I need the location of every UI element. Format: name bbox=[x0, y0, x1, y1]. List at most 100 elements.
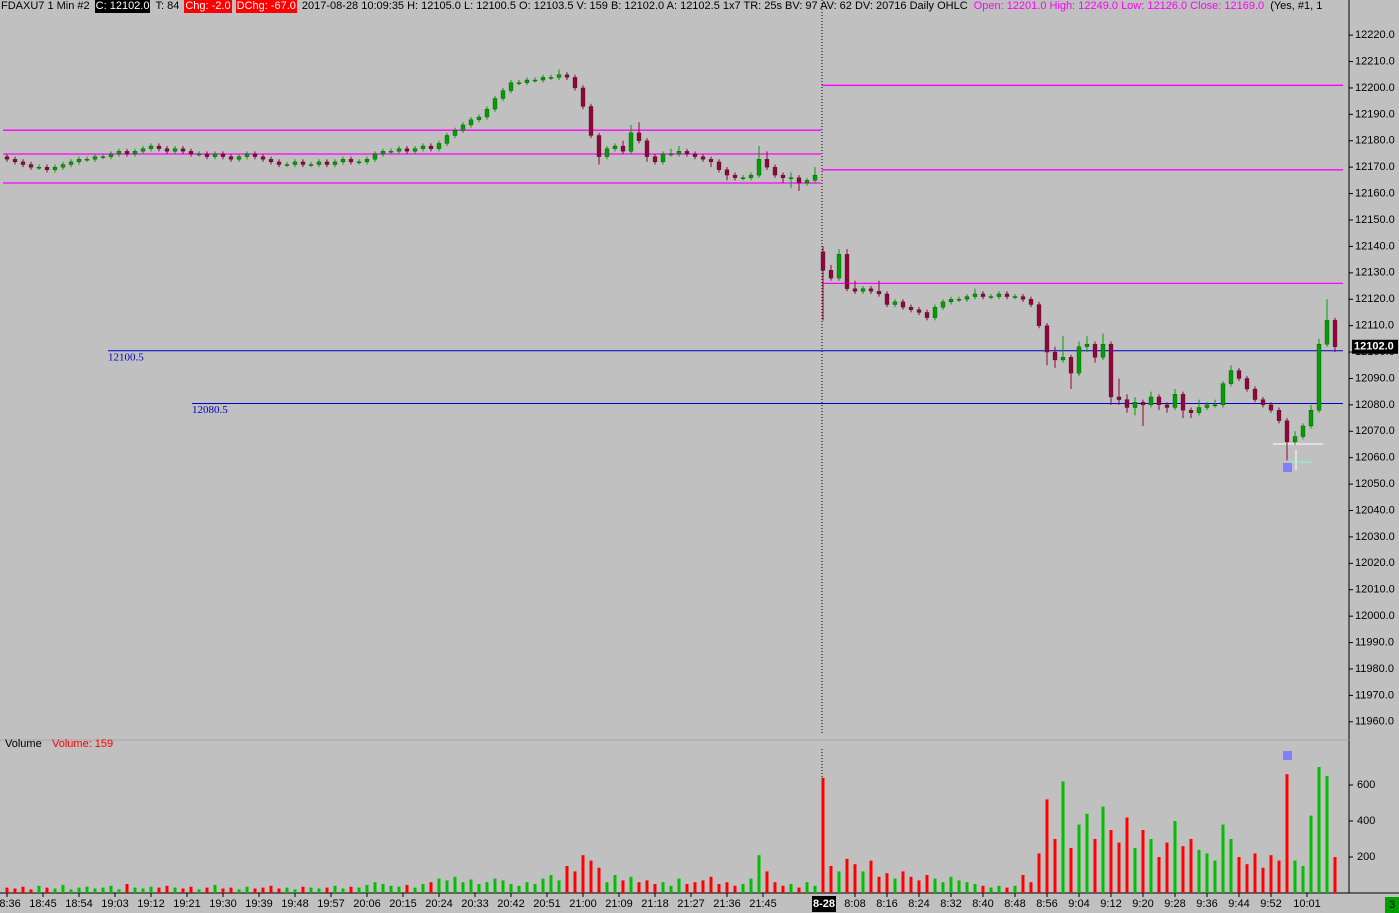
volume-bar bbox=[597, 867, 601, 893]
candle-body bbox=[1196, 407, 1202, 413]
volume-bar bbox=[309, 887, 313, 893]
volume-bar bbox=[317, 888, 321, 893]
volume-bar bbox=[1269, 855, 1273, 893]
candle-body bbox=[556, 74, 562, 78]
x-tick-label: 8:08 bbox=[844, 898, 865, 910]
volume-bar bbox=[109, 885, 113, 893]
volume-bar bbox=[133, 887, 137, 893]
header-item: DChg: -67.0 bbox=[235, 0, 297, 13]
volume-bar bbox=[125, 884, 129, 893]
volume-bar bbox=[1133, 848, 1137, 893]
candle-body bbox=[580, 87, 586, 107]
candle-body bbox=[1012, 296, 1018, 298]
volume-bar bbox=[845, 858, 849, 893]
volume-bar bbox=[965, 882, 969, 893]
candle-body bbox=[756, 159, 762, 176]
candle-body bbox=[1228, 370, 1234, 384]
volume-bar bbox=[373, 882, 377, 893]
volume-bar bbox=[701, 880, 705, 893]
volume-bar bbox=[581, 855, 585, 893]
candle-body bbox=[1252, 388, 1258, 400]
candle-body bbox=[292, 161, 298, 165]
volume-bar bbox=[1101, 806, 1105, 893]
volume-bar bbox=[1125, 817, 1129, 893]
volume-bar bbox=[997, 885, 1001, 893]
volume-bar bbox=[1181, 846, 1185, 893]
candle-body bbox=[540, 77, 546, 81]
candle-body bbox=[612, 145, 618, 149]
candle-body bbox=[884, 293, 890, 305]
y-tick-label: 12180.0 bbox=[1355, 135, 1395, 147]
volume-bar bbox=[493, 878, 497, 893]
volume-bar bbox=[901, 871, 905, 893]
volume-bar bbox=[1045, 799, 1049, 893]
header-item: Chg: -2.0 bbox=[184, 0, 232, 13]
corner-label: 3 bbox=[1389, 899, 1395, 911]
volume-bar bbox=[197, 889, 201, 893]
volume-bar bbox=[941, 882, 945, 893]
volume-bar bbox=[165, 885, 169, 893]
candle-body bbox=[532, 79, 538, 82]
y-tick-label: 12130.0 bbox=[1355, 267, 1395, 279]
candle-body bbox=[604, 148, 610, 157]
candle-body bbox=[700, 156, 706, 160]
volume-bar bbox=[349, 886, 353, 893]
y-tick-label: 12140.0 bbox=[1355, 240, 1395, 252]
last-price-box bbox=[1352, 339, 1398, 354]
volume-bar bbox=[357, 887, 361, 893]
volume-bar bbox=[69, 889, 73, 893]
candle-body bbox=[924, 312, 930, 318]
volume-bar bbox=[397, 886, 401, 893]
candle-body bbox=[436, 143, 442, 149]
volume-bar bbox=[21, 886, 25, 893]
volume-bar bbox=[269, 885, 273, 893]
volume-bar bbox=[565, 866, 569, 893]
candle-body bbox=[444, 135, 450, 144]
candle-body bbox=[492, 98, 498, 110]
cursor-marker bbox=[1283, 751, 1292, 760]
volume-bar bbox=[589, 860, 593, 893]
candle-body bbox=[1108, 343, 1114, 398]
candle-body bbox=[316, 161, 322, 165]
x-tick-label: 20:15 bbox=[389, 898, 417, 910]
volume-bar bbox=[461, 882, 465, 893]
candle-body bbox=[188, 151, 194, 155]
volume-bar bbox=[1029, 882, 1033, 893]
y-tick-label: 12220.0 bbox=[1355, 29, 1395, 41]
candle-body bbox=[508, 82, 514, 91]
candle-body bbox=[236, 156, 242, 160]
candle-body bbox=[892, 301, 898, 305]
volume-bar bbox=[253, 888, 257, 893]
volume-bar bbox=[917, 880, 921, 893]
y-tick-label: 12060.0 bbox=[1355, 452, 1395, 464]
candle-body bbox=[596, 135, 602, 157]
candle-body bbox=[1268, 404, 1274, 411]
volume-bar bbox=[189, 886, 193, 893]
volume-bar bbox=[1309, 815, 1313, 893]
candle-body bbox=[780, 174, 786, 178]
candle-body bbox=[324, 161, 330, 165]
candle-body bbox=[1284, 420, 1290, 442]
header-item: (Yes, #1, 1 bbox=[1270, 0, 1323, 12]
volume-bar bbox=[885, 873, 889, 893]
volume-bar bbox=[973, 884, 977, 893]
x-tick-label: 19:39 bbox=[245, 898, 273, 910]
volume-bar bbox=[45, 887, 49, 893]
y-tick-label: 12210.0 bbox=[1355, 55, 1395, 67]
volume-bar bbox=[477, 884, 481, 893]
candle-body bbox=[636, 132, 642, 141]
y-tick-label: 12000.0 bbox=[1355, 610, 1395, 622]
volume-bar bbox=[173, 887, 177, 893]
volume-bar bbox=[1157, 857, 1161, 893]
candle-body bbox=[1044, 325, 1050, 353]
volume-bar bbox=[621, 880, 625, 893]
candle-body bbox=[60, 164, 66, 168]
candle-body bbox=[20, 161, 26, 165]
volume-bar bbox=[1021, 875, 1025, 893]
y-tick-label: 11970.0 bbox=[1355, 689, 1394, 701]
y-tick-label: 12090.0 bbox=[1355, 372, 1395, 384]
candle-body bbox=[36, 167, 42, 169]
candle-body bbox=[180, 148, 186, 152]
volume-bar bbox=[261, 887, 265, 893]
candle-body bbox=[732, 174, 738, 178]
